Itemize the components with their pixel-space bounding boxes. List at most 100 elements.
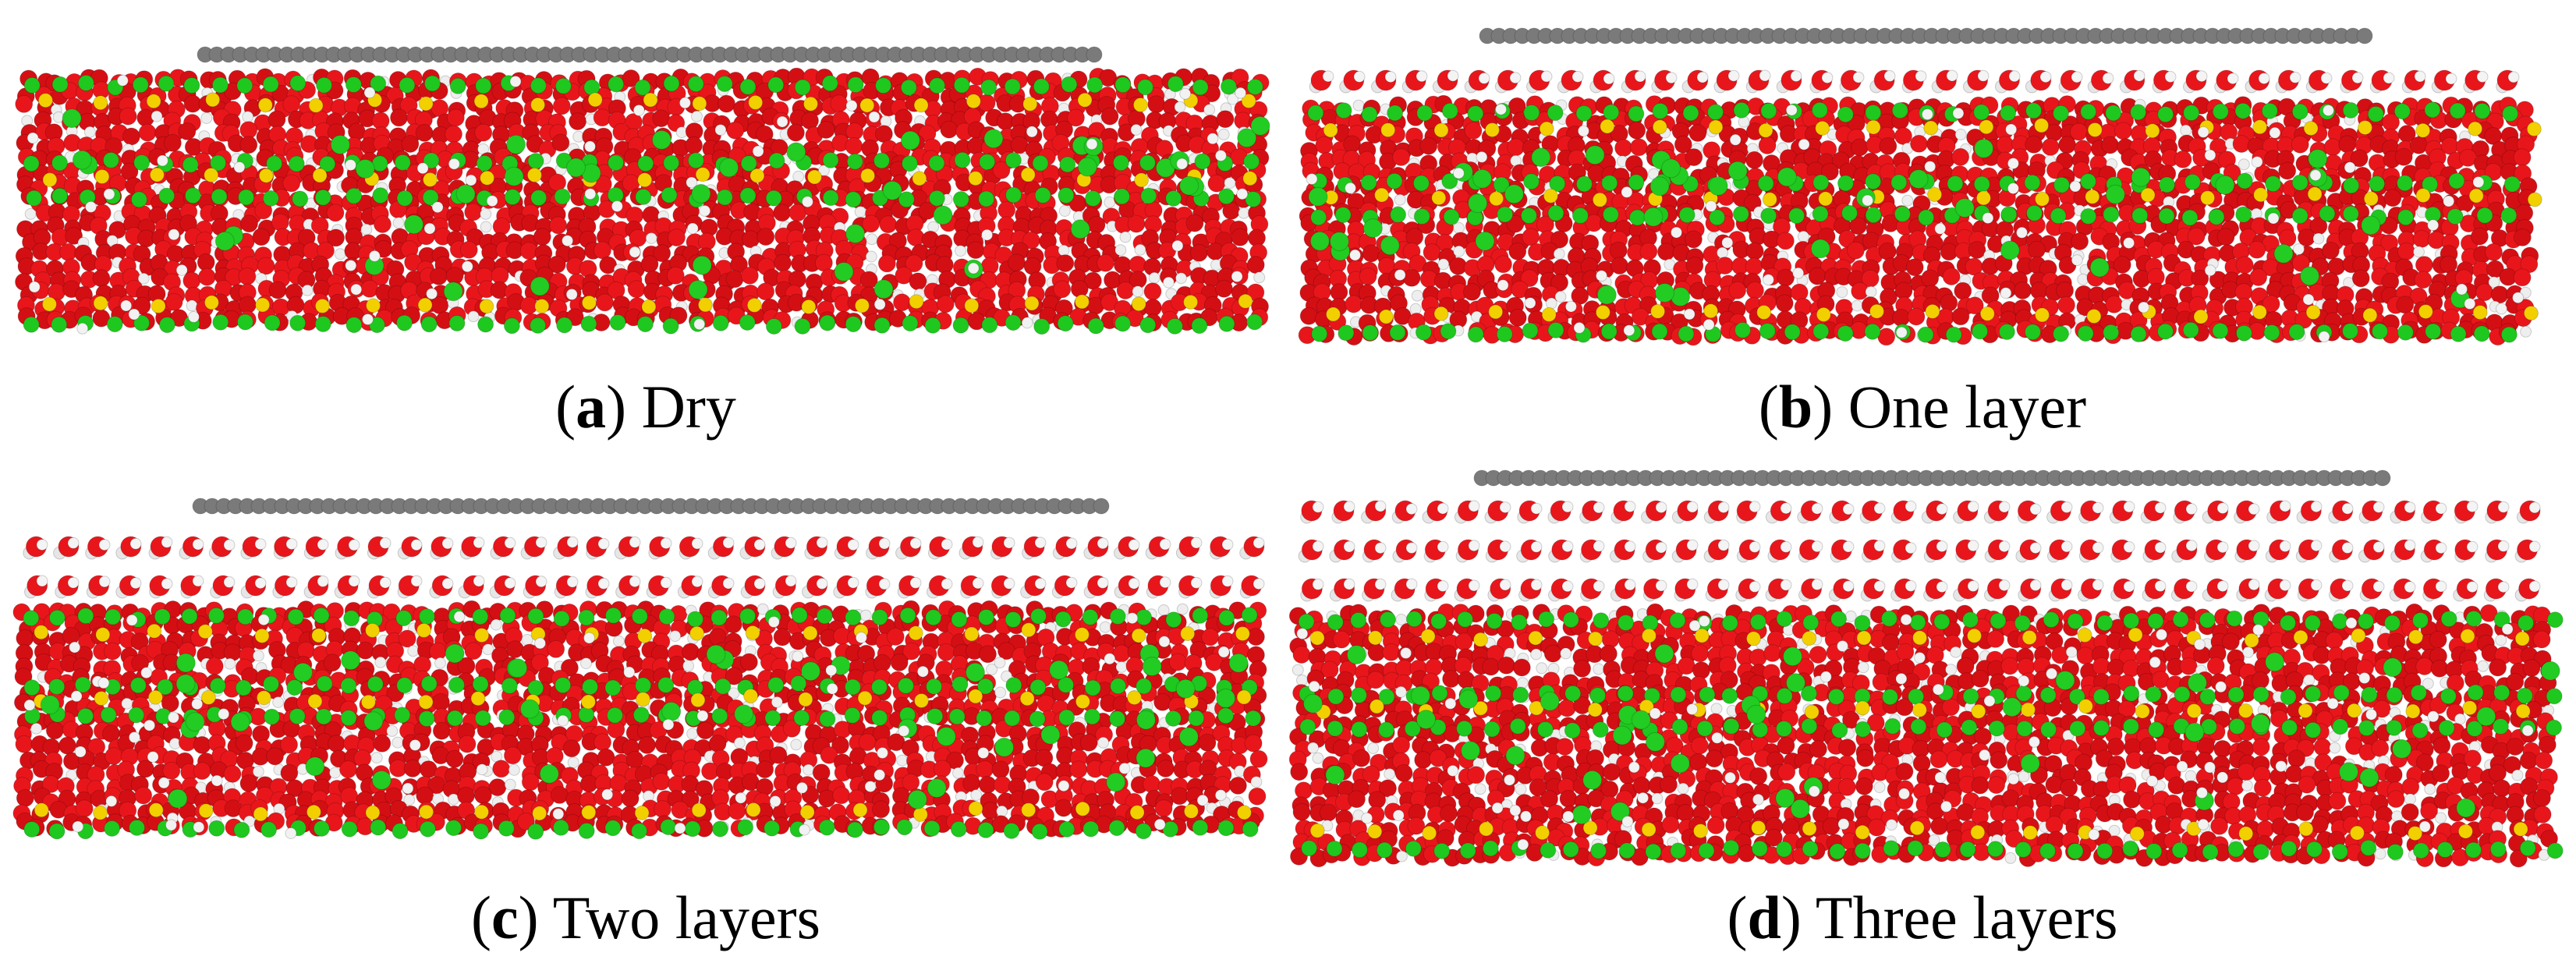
oxygen-atom <box>282 174 301 193</box>
yellow-atom <box>93 296 108 311</box>
water-hydrogen <box>379 537 392 549</box>
water-hydrogen <box>972 536 984 548</box>
green-atom <box>1727 161 1748 181</box>
oxygen-atom <box>2383 189 2402 207</box>
oxygen-atom <box>2101 136 2120 154</box>
hydrogen-atom <box>2138 301 2150 313</box>
green-atom <box>1812 323 1830 340</box>
yellow-atom <box>2253 187 2269 203</box>
water-hydrogen <box>1034 537 1047 549</box>
oxygen-atom <box>909 272 927 291</box>
green-atom <box>23 316 40 333</box>
green-atom <box>211 76 229 94</box>
green-atom <box>51 154 68 172</box>
oxygen-atom <box>1758 136 1777 154</box>
water-hydrogen <box>1727 69 1740 82</box>
hydrogen-atom <box>120 299 133 312</box>
hydrogen-atom <box>1171 239 1184 252</box>
oxygen-atom <box>103 642 122 661</box>
hydrogen-atom <box>301 284 314 296</box>
hydrogen-atom <box>1394 269 1406 282</box>
green-atom <box>238 189 255 206</box>
green-atom <box>1217 188 1235 205</box>
green-atom <box>133 154 151 171</box>
hydrogen-atom <box>252 650 264 662</box>
hydrogen-atom <box>1174 101 1186 113</box>
yellow-atom <box>2303 121 2319 136</box>
green-atom <box>1360 174 1377 191</box>
yellow-atom <box>41 296 57 312</box>
green-atom <box>1682 104 1699 122</box>
yellow-atom <box>1024 296 1040 311</box>
oxygen-atom <box>474 123 493 142</box>
water-hydrogen <box>660 537 672 550</box>
yellow-atom <box>697 297 713 313</box>
green-atom <box>2308 149 2328 169</box>
green-atom <box>2183 104 2200 122</box>
hydrogen-atom <box>1524 297 1536 310</box>
oxygen-atom <box>569 112 587 131</box>
oxygen-atom <box>668 228 686 247</box>
green-atom <box>396 314 413 331</box>
hydrogen-atom <box>2204 264 2216 277</box>
green-atom <box>262 189 279 207</box>
water-hydrogen <box>1416 70 1428 83</box>
oxygen-atom <box>2513 148 2532 167</box>
oxygen-atom <box>252 228 271 246</box>
oxygen-atom <box>1087 215 1106 234</box>
hydrogen-atom <box>1214 150 1227 162</box>
oxygen-atom <box>1745 151 1763 169</box>
oxygen-atom <box>1216 110 1235 129</box>
oxygen-atom <box>2414 271 2432 289</box>
green-atom <box>1166 317 1183 335</box>
oxygen-atom <box>1185 214 1204 232</box>
water-hydrogen <box>67 576 80 589</box>
green-atom <box>2474 102 2491 119</box>
green-atom <box>1678 207 1695 224</box>
hydrogen-atom <box>1621 186 1633 198</box>
yellow-atom <box>1380 122 1396 138</box>
oxygen-atom <box>182 271 201 290</box>
green-atom <box>2157 106 2174 123</box>
yellow-atom <box>1489 191 1504 207</box>
green-atom <box>1329 232 1349 252</box>
hydrogen-atom <box>368 250 381 262</box>
water-hydrogen <box>722 537 735 549</box>
hydrogen-atom <box>2293 243 2305 255</box>
water-hydrogen <box>1603 73 1615 85</box>
green-atom <box>767 76 785 94</box>
yellow-atom <box>2363 191 2379 207</box>
oxygen-atom <box>445 125 462 143</box>
hydrogen-atom <box>880 115 892 127</box>
water-hydrogen <box>317 538 329 551</box>
hydrogen-atom <box>2007 158 2019 170</box>
yellow-atom <box>149 167 165 182</box>
green-atom <box>933 205 953 225</box>
green-atom <box>1307 104 1324 122</box>
oxygen-atom <box>2232 135 2251 153</box>
water-hydrogen <box>1190 537 1203 549</box>
oxygen-atom <box>1315 136 1334 154</box>
yellow-atom <box>366 298 381 313</box>
green-atom <box>2397 324 2414 341</box>
oxygen-atom <box>997 200 1016 219</box>
green-atom <box>2394 103 2411 120</box>
hydrogen-atom <box>632 104 645 116</box>
green-atom <box>1390 206 1407 223</box>
oxygen-atom <box>640 255 659 274</box>
green-atom <box>952 317 969 334</box>
water-hydrogen <box>2414 70 2426 83</box>
oxygen-atom <box>1222 201 1241 220</box>
green-atom <box>2397 175 2413 192</box>
green-atom <box>1194 153 1211 170</box>
green-atom <box>316 76 332 94</box>
yellow-atom <box>2086 309 2102 324</box>
hydrogen-atom <box>1577 125 1589 137</box>
green-atom <box>1362 218 1383 239</box>
water-hydrogen <box>1790 70 1802 83</box>
oxygen-atom <box>1246 628 1265 646</box>
water-hydrogen <box>98 539 111 551</box>
green-atom <box>314 189 331 206</box>
oxygen-atom <box>2397 242 2415 260</box>
green-atom <box>1059 156 1076 173</box>
